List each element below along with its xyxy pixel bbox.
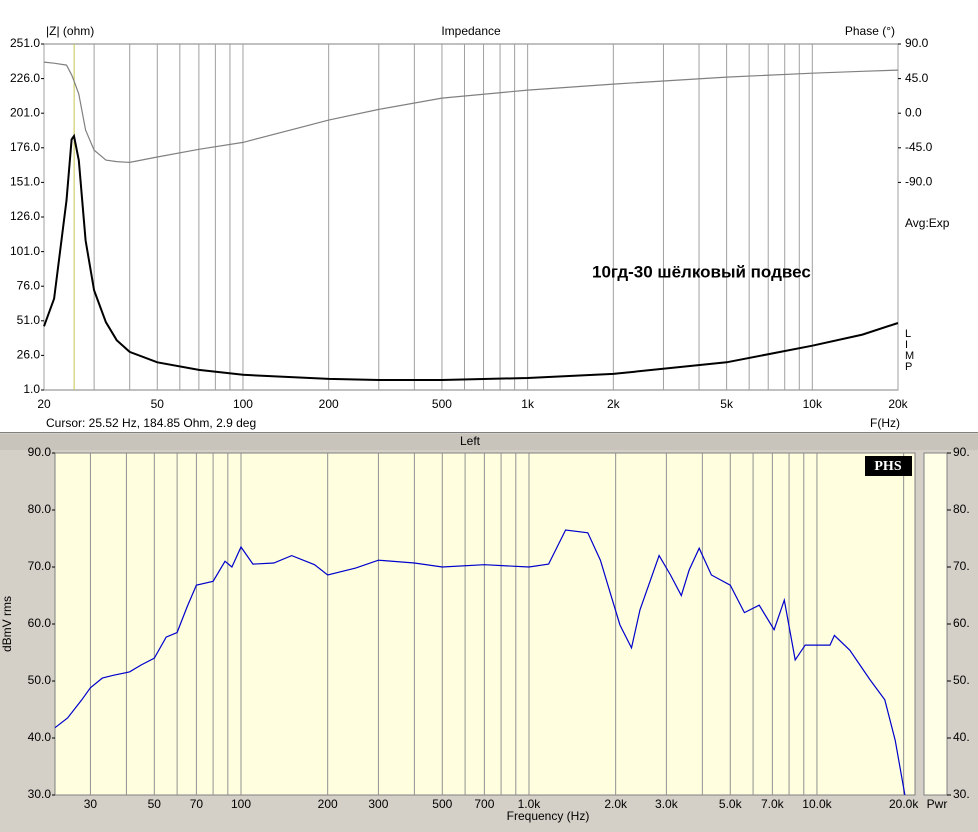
y-tick-label: 60.0: [28, 616, 52, 630]
meter-tick-label: 60.: [953, 616, 970, 630]
x-tick-label: 70: [190, 797, 204, 811]
y-tick-label: 176.0: [10, 140, 40, 154]
annotation: 10гд-30 шёлковый подвес: [592, 262, 811, 281]
y-tick-label: 126.0: [10, 209, 40, 223]
y-tick-label: 151.0: [10, 175, 40, 189]
x-tick-label: 100: [233, 397, 253, 411]
meter: [923, 452, 948, 796]
meter-tick-label: 30.: [953, 787, 970, 801]
x-tick-label: 7.0k: [761, 797, 785, 811]
x-tick-label: 2.0k: [604, 797, 628, 811]
x-axis-label: F(Hz): [870, 416, 900, 430]
y-tick-label: 50.0: [28, 673, 52, 687]
y2-tick-label: 90.0: [905, 36, 929, 50]
x-tick-label: 30: [84, 797, 98, 811]
meter-tick-label: 90.: [953, 445, 970, 459]
y-tick-label: 51.0: [17, 313, 41, 327]
series-line: [43, 133, 899, 381]
y-tick-label: 40.0: [28, 730, 52, 744]
x-tick-label: 10k: [803, 397, 823, 411]
y2-tick-label: 0.0: [905, 105, 922, 119]
x-axis-label: Frequency (Hz): [507, 809, 590, 823]
x-tick-label: 50: [148, 797, 162, 811]
x-tick-label: 300: [368, 797, 388, 811]
y-tick-label: 226.0: [10, 71, 40, 85]
y2-tick-label: -45.0: [905, 140, 933, 154]
cursor-readout: Cursor: 25.52 Hz, 184.85 Ohm, 2.9 deg: [46, 416, 256, 430]
x-tick-label: 5k: [720, 397, 734, 411]
y-tick-label: 30.0: [28, 787, 52, 801]
title-bar: [0, 434, 978, 450]
y-axis-label: dBmV rms: [0, 596, 14, 652]
meter-tick-label: 70.: [953, 559, 970, 573]
series-line: [43, 61, 899, 164]
x-tick-label: 20k: [888, 397, 908, 411]
x-tick-label: 200: [318, 797, 338, 811]
x-tick-label: 700: [474, 797, 494, 811]
x-tick-label: 1.0k: [518, 797, 542, 811]
chart-title: Left: [460, 434, 481, 448]
x-tick-label: 50: [151, 397, 165, 411]
plot-area: [54, 452, 916, 796]
x-tick-label: 20: [37, 397, 51, 411]
x-tick-label: 2k: [607, 397, 621, 411]
y2-tick-label: 45.0: [905, 71, 929, 85]
badge-box: [865, 456, 912, 476]
y-tick-label: 101.0: [10, 244, 40, 258]
x-tick-label: 3.0k: [655, 797, 679, 811]
x-tick-label: 500: [432, 797, 452, 811]
x-tick-label: 500: [432, 397, 452, 411]
x-tick-label: 10.0k: [802, 797, 832, 811]
x-tick-label: 1k: [521, 397, 535, 411]
y-tick-label: 201.0: [10, 105, 40, 119]
y-tick-label: 1.0: [23, 382, 40, 396]
x-tick-label: 20.0k: [889, 797, 919, 811]
y2-tick-label: -90.0: [905, 175, 933, 189]
meter-tick-label: 50.: [953, 673, 970, 687]
y2-axis-label: Phase (°): [845, 24, 895, 38]
x-tick-label: 200: [319, 397, 339, 411]
annotation: LIMP: [905, 328, 915, 373]
meter-label: Pwr: [927, 797, 948, 811]
y-tick-label: 90.0: [28, 445, 52, 459]
series-line: [54, 529, 906, 796]
y-axis-label: |Z| (ohm): [46, 24, 94, 38]
y-tick-label: 80.0: [28, 502, 52, 516]
plot-area: [43, 43, 899, 391]
y-tick-label: 251.0: [10, 36, 40, 50]
y-tick-label: 26.0: [17, 348, 41, 362]
x-tick-label: 5.0k: [719, 797, 743, 811]
meter-tick-label: 80.: [953, 502, 970, 516]
y-tick-label: 76.0: [17, 278, 41, 292]
meter-tick-label: 40.: [953, 730, 970, 744]
chart-title: Impedance: [441, 24, 501, 38]
annotation: Avg:Exp: [905, 216, 950, 230]
x-tick-label: 100: [231, 797, 251, 811]
y-tick-label: 70.0: [28, 559, 52, 573]
badge: PHS: [874, 459, 901, 474]
